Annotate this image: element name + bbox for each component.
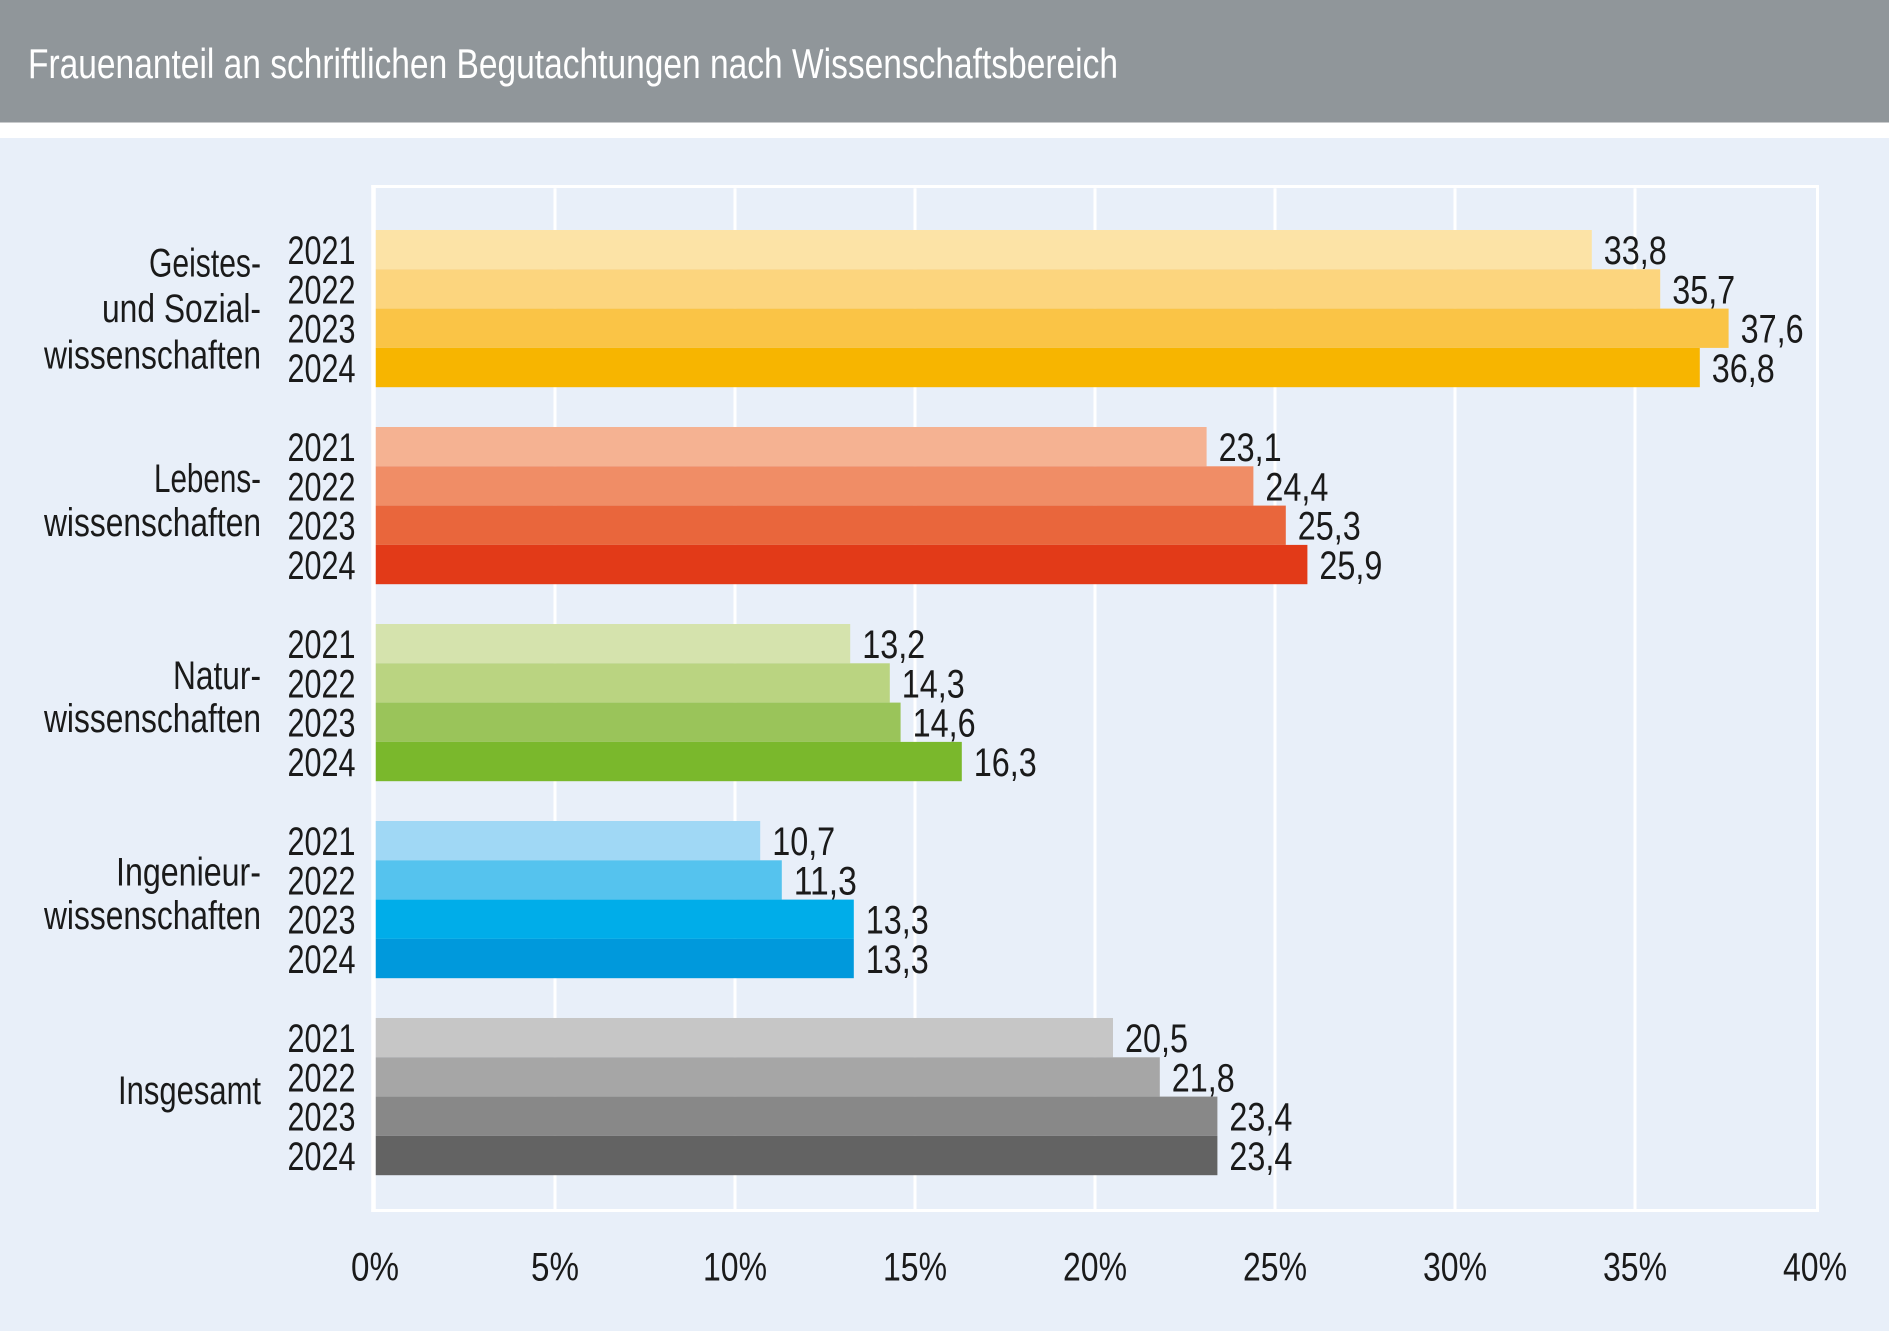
svg-text:37,6: 37,6: [1741, 308, 1804, 352]
svg-text:10,7: 10,7: [772, 820, 835, 864]
svg-text:Lebens-: Lebens-: [154, 457, 261, 501]
svg-text:10%: 10%: [703, 1245, 767, 1289]
svg-text:2022: 2022: [288, 1056, 356, 1100]
svg-text:2022: 2022: [288, 662, 356, 706]
svg-text:2023: 2023: [288, 1096, 356, 1140]
svg-text:40%: 40%: [1783, 1245, 1847, 1289]
svg-text:5%: 5%: [531, 1245, 579, 1289]
svg-text:30%: 30%: [1423, 1245, 1487, 1289]
svg-text:23,4: 23,4: [1229, 1135, 1292, 1179]
svg-text:14,6: 14,6: [913, 702, 976, 746]
svg-text:2022: 2022: [288, 268, 356, 312]
svg-text:23,4: 23,4: [1229, 1096, 1292, 1140]
svg-text:2022: 2022: [288, 859, 356, 903]
svg-text:20,5: 20,5: [1125, 1017, 1188, 1061]
svg-text:Geistes-: Geistes-: [149, 242, 261, 286]
svg-text:33,8: 33,8: [1604, 229, 1667, 273]
svg-text:2024: 2024: [288, 347, 356, 391]
svg-text:Frauenanteil an schriftlichen: Frauenanteil an schriftlichen Begutachtu…: [28, 40, 1118, 87]
svg-text:13,3: 13,3: [866, 938, 929, 982]
svg-text:25,3: 25,3: [1298, 505, 1361, 549]
svg-text:2021: 2021: [288, 820, 356, 864]
svg-text:wissenschaften: wissenschaften: [43, 334, 261, 378]
svg-text:14,3: 14,3: [902, 662, 965, 706]
svg-text:13,2: 13,2: [862, 623, 925, 667]
svg-text:2023: 2023: [288, 702, 356, 746]
svg-text:23,1: 23,1: [1219, 426, 1282, 470]
svg-text:35,7: 35,7: [1672, 268, 1735, 312]
svg-text:wissenschaften: wissenschaften: [43, 697, 261, 741]
svg-text:2024: 2024: [288, 1135, 356, 1179]
svg-text:2023: 2023: [288, 308, 356, 352]
svg-text:2021: 2021: [288, 229, 356, 273]
svg-text:2021: 2021: [288, 1017, 356, 1061]
svg-text:21,8: 21,8: [1172, 1056, 1235, 1100]
svg-text:2021: 2021: [288, 426, 356, 470]
svg-text:13,3: 13,3: [866, 899, 929, 943]
svg-text:25,9: 25,9: [1319, 544, 1382, 588]
svg-text:wissenschaften: wissenschaften: [43, 501, 261, 545]
svg-text:2021: 2021: [288, 623, 356, 667]
svg-text:Insgesamt: Insgesamt: [118, 1069, 261, 1113]
svg-text:wissenschaften: wissenschaften: [43, 894, 261, 938]
svg-text:2022: 2022: [288, 465, 356, 509]
svg-text:Natur-: Natur-: [173, 654, 261, 698]
svg-text:2024: 2024: [288, 741, 356, 785]
svg-text:Ingenieur-: Ingenieur-: [116, 851, 261, 895]
svg-text:2024: 2024: [288, 938, 356, 982]
svg-text:2024: 2024: [288, 544, 356, 588]
svg-text:und Sozial-: und Sozial-: [102, 287, 261, 331]
svg-text:2023: 2023: [288, 899, 356, 943]
svg-text:2023: 2023: [288, 505, 356, 549]
svg-text:36,8: 36,8: [1712, 347, 1775, 391]
svg-text:24,4: 24,4: [1265, 465, 1328, 509]
svg-text:35%: 35%: [1603, 1245, 1667, 1289]
svg-text:0%: 0%: [351, 1245, 399, 1289]
svg-text:20%: 20%: [1063, 1245, 1127, 1289]
svg-text:15%: 15%: [883, 1245, 947, 1289]
svg-text:11,3: 11,3: [794, 859, 857, 903]
svg-text:25%: 25%: [1243, 1245, 1307, 1289]
svg-text:16,3: 16,3: [974, 741, 1037, 785]
